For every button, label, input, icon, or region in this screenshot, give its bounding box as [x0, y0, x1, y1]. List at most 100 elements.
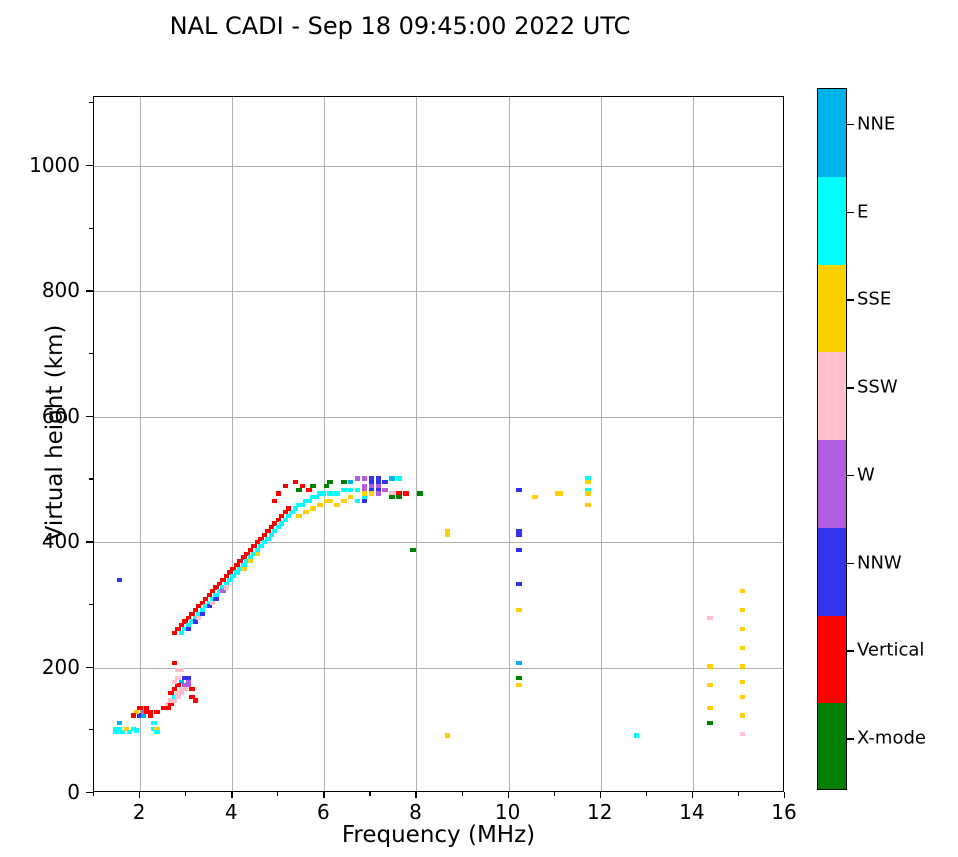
colorbar-segment-w[interactable] — [818, 440, 846, 528]
echo-pixel — [209, 600, 216, 605]
colorbar-segment-e[interactable] — [818, 176, 846, 265]
colorbar-label-sse: SSE — [857, 288, 892, 310]
echo-pixel — [306, 498, 312, 504]
echo-pixel — [396, 491, 402, 496]
x-tick-minor — [645, 792, 647, 796]
echo-pixel — [119, 730, 126, 735]
y-tick — [86, 666, 93, 668]
echo-pixel — [341, 487, 347, 492]
echo-pixel — [389, 476, 395, 481]
echo-pixel — [116, 720, 123, 726]
echo-pixel — [375, 480, 382, 485]
echo-pixel — [516, 660, 522, 665]
echo-pixel — [375, 491, 382, 496]
echo-pixel — [113, 730, 119, 735]
echo-pixel — [171, 694, 178, 699]
echo-pixel — [230, 574, 236, 579]
y-tick-minor — [89, 102, 93, 104]
echo-pixel — [185, 623, 192, 628]
echo-pixel — [282, 510, 289, 515]
echo-pixel — [306, 487, 312, 492]
gridline-vertical — [232, 97, 234, 791]
echo-pixel — [147, 709, 154, 714]
echo-pixel — [165, 702, 171, 707]
echo-pixel — [739, 645, 745, 650]
x-tick — [507, 792, 509, 798]
y-tick-label: 0 — [67, 780, 80, 804]
colorbar-segment-nne[interactable] — [818, 89, 846, 177]
azimuth-colorbar[interactable] — [817, 88, 847, 790]
echo-pixel — [189, 687, 195, 692]
y-tick-minor — [89, 729, 93, 731]
echo-pixel — [154, 730, 160, 735]
plot-area — [93, 96, 784, 792]
colorbar-tick — [847, 211, 854, 214]
echo-pixel — [275, 525, 282, 530]
echo-pixel — [261, 540, 268, 545]
echo-pixel — [375, 476, 382, 481]
echo-pixel — [241, 555, 247, 560]
y-tick-minor — [89, 478, 93, 480]
x-tick — [599, 792, 602, 798]
echo-pixel — [707, 683, 713, 688]
echo-pixel — [165, 705, 171, 711]
colorbar-segment-ssw[interactable] — [818, 352, 846, 440]
colorbar-segment-vertical[interactable] — [818, 615, 846, 704]
colorbar-label-w: W — [857, 464, 875, 486]
echo-pixel — [185, 683, 192, 688]
y-axis-label: Virtual height (km) — [42, 324, 68, 542]
echo-pixel — [557, 491, 564, 496]
echo-pixel — [192, 615, 199, 620]
echo-pixel — [175, 683, 181, 688]
echo-pixel — [633, 733, 640, 738]
echo-pixel — [209, 596, 216, 601]
echo-pixel — [347, 487, 354, 492]
gridline-vertical — [140, 97, 142, 791]
echo-pixel — [361, 476, 368, 481]
echo-pixel — [154, 709, 160, 714]
echo-pixel — [254, 547, 261, 553]
echo-pixel — [532, 495, 538, 500]
echo-pixel — [707, 664, 713, 669]
colorbar-tick — [847, 650, 854, 652]
echo-pixel — [147, 713, 154, 718]
colorbar-segment-sse[interactable] — [818, 264, 846, 353]
echo-pixel — [354, 498, 361, 504]
echo-pixel — [354, 487, 361, 492]
page-title: NAL CADI - Sep 18 09:45:00 2022 UTC — [169, 12, 631, 40]
echo-pixel — [213, 592, 219, 598]
echo-pixel — [368, 491, 375, 496]
echo-pixel — [126, 730, 133, 735]
echo-pixel — [220, 589, 226, 594]
y-tick-minor — [89, 353, 93, 355]
echo-pixel — [209, 589, 216, 594]
echo-pixel — [516, 581, 522, 586]
echo-pixel — [739, 608, 745, 613]
echo-pixel — [516, 683, 522, 688]
echo-pixel — [130, 713, 136, 718]
echo-pixel — [341, 480, 347, 485]
colorbar-segment-nnw[interactable] — [818, 527, 846, 616]
colorbar-label-e: E — [857, 201, 869, 223]
colorbar-tick — [847, 123, 854, 126]
echo-pixel — [185, 679, 192, 684]
echo-pixel — [361, 491, 368, 496]
colorbar-segment-x-mode[interactable] — [818, 703, 846, 789]
echo-pixel — [143, 705, 150, 711]
echo-pixel — [585, 487, 591, 492]
echo-pixel — [244, 559, 250, 564]
y-tick — [86, 792, 93, 794]
echo-pixel — [299, 483, 306, 489]
x-tick-label: 14 — [679, 800, 705, 824]
gridline-vertical — [600, 97, 602, 791]
echo-pixel — [182, 619, 188, 624]
y-tick — [86, 415, 93, 418]
echo-pixel — [739, 664, 745, 669]
colorbar-label-ssw: SSW — [857, 376, 898, 398]
x-tick-label: 12 — [586, 800, 613, 824]
echo-pixel — [175, 694, 181, 699]
echo-pixel — [151, 726, 157, 731]
x-tick-minor — [553, 792, 555, 796]
echo-pixel — [140, 709, 147, 714]
echo-pixel — [585, 476, 591, 481]
